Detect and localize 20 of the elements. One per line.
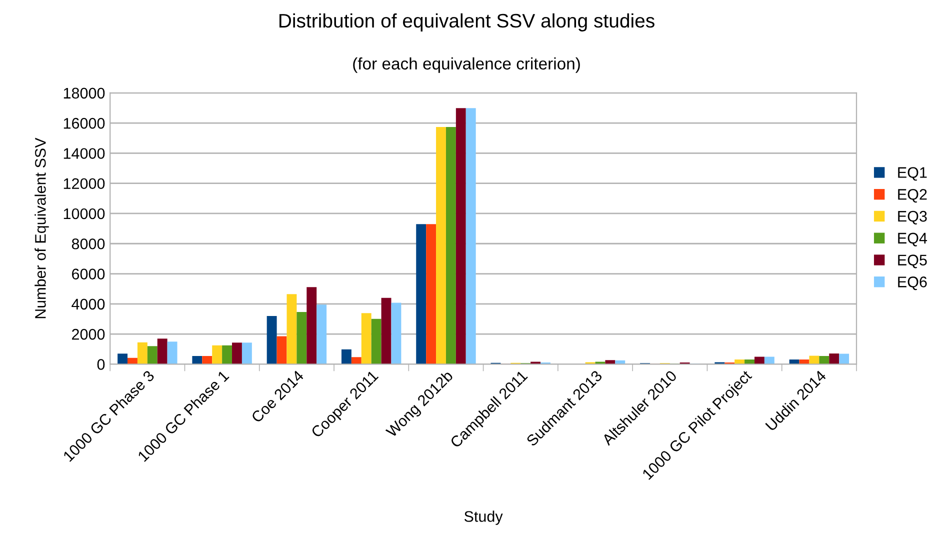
y-tick-label: 10000 [64, 208, 105, 220]
y-tick-label: 8000 [72, 238, 105, 250]
y-tick-label: 0 [97, 359, 105, 370]
y-tick-label: 16000 [64, 118, 105, 129]
legend-label: EQ3 [898, 210, 927, 224]
y-axis-title: Number of Equivalent SSV [34, 138, 49, 318]
chart-subtitle: (for each equivalence criterion) [353, 57, 580, 73]
x-axis-title: Study [464, 510, 503, 525]
y-tick-label: 12000 [64, 178, 105, 190]
y-tick-label: 4000 [72, 298, 105, 310]
y-tick-label: 18000 [64, 88, 105, 99]
legend-label: EQ1 [898, 167, 927, 181]
legend-label: EQ4 [898, 232, 928, 246]
y-tick-label: 6000 [72, 268, 105, 280]
legend-label: EQ6 [898, 276, 927, 290]
y-tick-label: 14000 [64, 148, 105, 159]
chart-title: Distribution of equivalent SSV along studies [279, 13, 654, 32]
y-tick-label: 2000 [72, 328, 105, 340]
legend-label: EQ2 [898, 189, 927, 203]
legend-label: EQ5 [898, 254, 927, 268]
